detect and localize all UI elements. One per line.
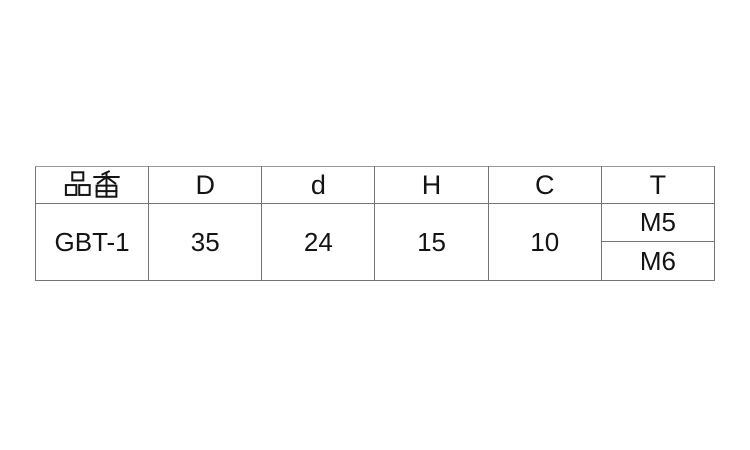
col-header-C: C [487,166,602,204]
cell-part-number: GBT-1 [34,203,150,281]
spec-table-container: D d H C T GBT-1 35 24 15 10 M5 M6 [34,166,716,281]
col-header-T: T [600,166,716,204]
data-row-m6: M6 [36,241,716,281]
cell-T-m5: M5 [600,203,716,242]
spec-table: D d H C T GBT-1 35 24 15 10 M5 M6 [34,166,716,281]
kanji-hinban-label [64,170,120,199]
cell-D: 35 [148,203,263,281]
cell-d: 24 [261,203,376,281]
cell-T-m6: M6 [600,241,716,281]
col-header-H: H [374,166,489,204]
col-header-d: d [261,166,376,204]
header-row: D d H C T [34,166,716,204]
col-header-part-number [34,166,150,204]
data-row-m5: GBT-1 35 24 15 10 M5 [34,203,716,281]
col-header-D: D [148,166,263,204]
cell-H: 15 [374,203,489,281]
cell-C: 10 [487,203,602,281]
